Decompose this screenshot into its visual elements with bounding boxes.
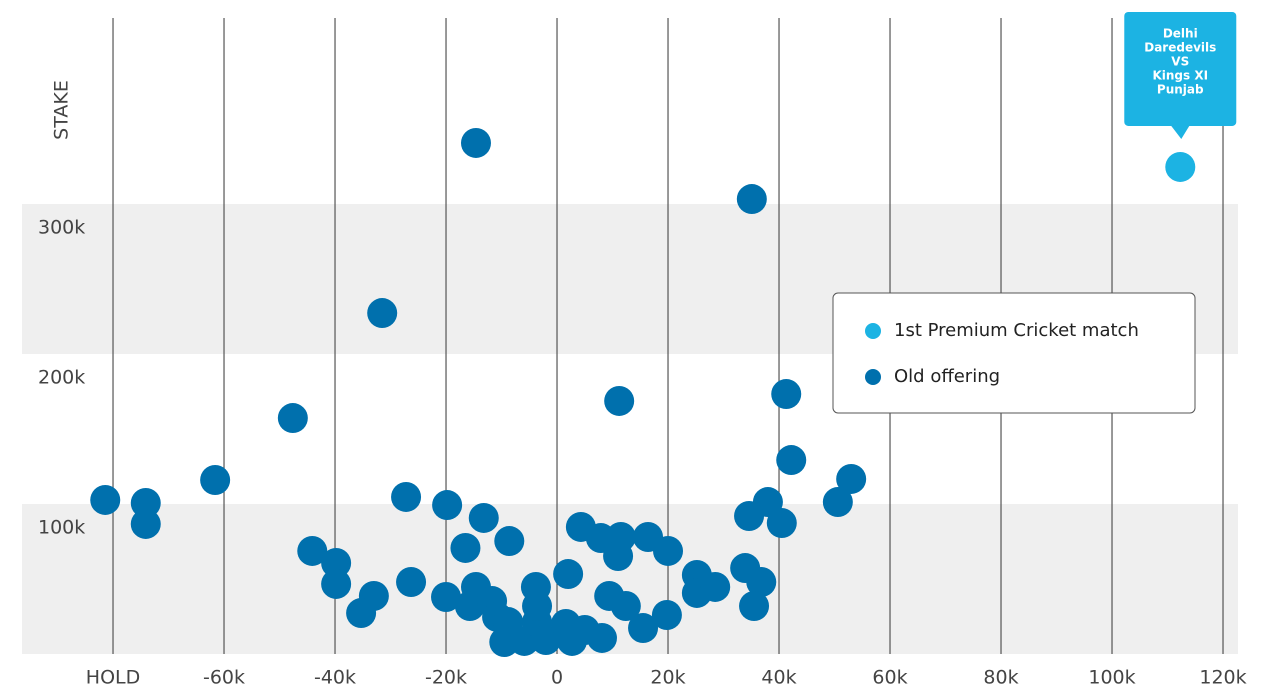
x-tick-label: 20k bbox=[650, 667, 685, 689]
point bbox=[277, 403, 308, 434]
x-tick-label: -60k bbox=[203, 667, 245, 689]
x-tick-label: -20k bbox=[425, 667, 467, 689]
point bbox=[603, 541, 634, 572]
x-tick-label: 0 bbox=[551, 667, 563, 689]
point bbox=[604, 385, 635, 416]
point bbox=[321, 568, 352, 599]
point bbox=[736, 184, 767, 215]
point bbox=[836, 463, 867, 494]
point bbox=[771, 379, 802, 410]
callout-text: Daredevils bbox=[1144, 40, 1216, 54]
y-axis-label: STAKE bbox=[51, 80, 73, 140]
x-tick-label: 100k bbox=[1088, 667, 1135, 689]
point bbox=[653, 535, 684, 566]
point bbox=[766, 508, 797, 539]
point bbox=[432, 490, 463, 521]
point bbox=[586, 622, 617, 653]
point bbox=[776, 445, 807, 476]
point bbox=[367, 298, 398, 329]
callout-text: Kings XI bbox=[1152, 68, 1208, 82]
x-tick-label: 120k bbox=[1199, 667, 1246, 689]
point bbox=[734, 501, 765, 531]
point bbox=[628, 613, 659, 644]
point bbox=[822, 487, 853, 518]
legend-marker bbox=[865, 369, 881, 385]
callout-pointer bbox=[1171, 125, 1190, 139]
y-tick-label: 100k bbox=[38, 517, 85, 539]
point bbox=[200, 465, 231, 495]
point bbox=[297, 535, 328, 566]
legend-box bbox=[832, 292, 1196, 414]
x-tick-label: 40k bbox=[761, 667, 796, 689]
callout-box bbox=[1124, 11, 1237, 126]
point bbox=[494, 526, 525, 557]
x-tick-label: HOLD bbox=[86, 667, 140, 689]
x-tick-label: 60k bbox=[872, 667, 907, 689]
point bbox=[346, 598, 377, 629]
x-tick-label: -40k bbox=[314, 667, 356, 689]
callout-text: Delhi bbox=[1163, 26, 1198, 40]
y-tick-label: 300k bbox=[38, 217, 85, 239]
point bbox=[431, 582, 462, 612]
callout-text: Punjab bbox=[1157, 82, 1204, 96]
point bbox=[610, 591, 641, 621]
legend-label: 1st Premium Cricket match bbox=[894, 320, 1139, 341]
legend-marker bbox=[865, 323, 881, 339]
point bbox=[700, 571, 731, 602]
point bbox=[460, 127, 491, 158]
point bbox=[90, 484, 121, 515]
point bbox=[520, 571, 551, 602]
point bbox=[321, 547, 352, 578]
legend-label: Old offering bbox=[894, 366, 1000, 387]
point bbox=[746, 567, 777, 597]
point bbox=[130, 487, 161, 518]
point bbox=[739, 591, 770, 621]
point bbox=[391, 481, 422, 512]
point bbox=[1165, 151, 1196, 182]
callout-text: VS bbox=[1171, 54, 1189, 68]
point bbox=[130, 508, 161, 539]
point bbox=[651, 600, 682, 630]
point bbox=[450, 532, 481, 563]
point bbox=[553, 559, 584, 590]
y-tick-label: 200k bbox=[38, 367, 85, 389]
point bbox=[396, 567, 427, 597]
point bbox=[468, 502, 499, 533]
point bbox=[530, 625, 561, 656]
x-tick-label: 80k bbox=[983, 667, 1018, 689]
